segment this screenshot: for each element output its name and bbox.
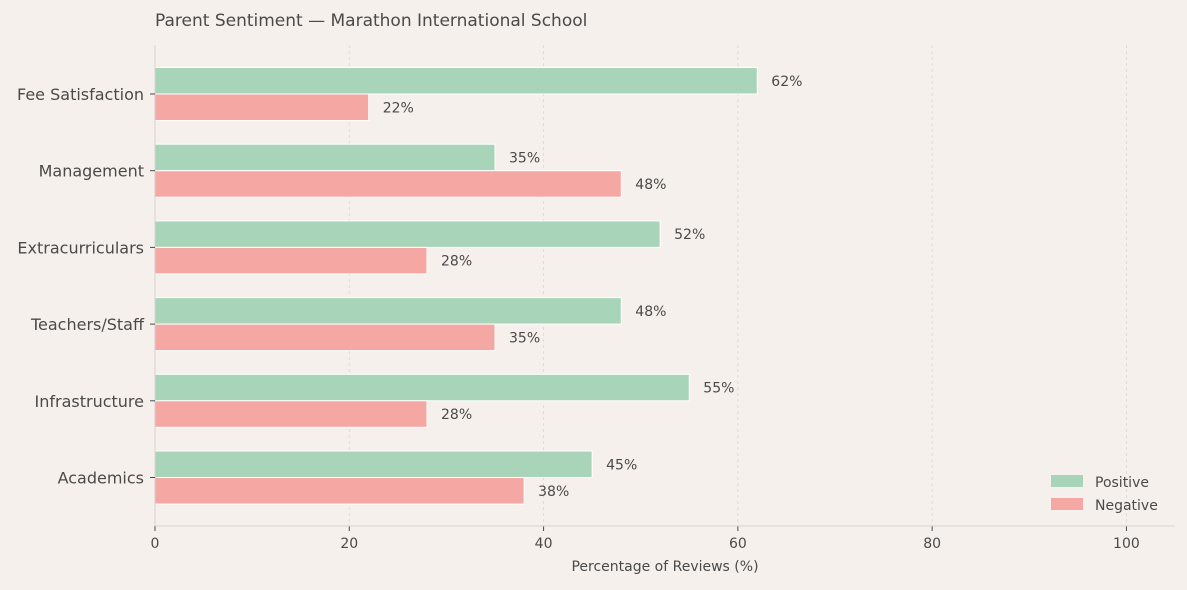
bar-negative (154, 477, 525, 505)
y-tick-label: Teachers/Staff (30, 315, 145, 334)
x-tick-label: 100 (1113, 536, 1140, 552)
bar-negative (154, 400, 428, 428)
legend-label-negative: Negative (1095, 498, 1158, 514)
legend-swatch-negative (1051, 498, 1083, 510)
data-label: 48% (635, 304, 666, 320)
bar-positive (154, 373, 690, 402)
y-axis: Fee Satisfaction Management Extracurricula… (17, 45, 156, 526)
bar-positive (154, 143, 496, 172)
data-label: 28% (441, 407, 472, 423)
bars: 62% 22% 35% 48% 52% 28% 48% 35% 55% 28% 45% 38% (154, 67, 802, 505)
y-tick-label: Extracurriculars (17, 238, 144, 257)
legend-swatch-positive (1051, 475, 1083, 487)
y-tick-label: Infrastructure (35, 392, 144, 411)
data-label: 48% (635, 177, 666, 193)
data-label: 35% (509, 150, 540, 166)
data-label: 28% (441, 254, 472, 270)
data-label: 35% (509, 330, 540, 346)
data-label: 52% (674, 227, 705, 243)
x-tick-label: 60 (729, 536, 747, 552)
data-label: 22% (383, 100, 414, 116)
x-tick-label: 80 (923, 536, 941, 552)
data-label: 45% (606, 457, 637, 473)
bar-negative (154, 170, 622, 198)
y-tick-label: Management (39, 162, 144, 181)
grid (348, 45, 1127, 526)
y-tick-label: Academics (58, 469, 144, 488)
x-tick-label: 20 (340, 536, 358, 552)
data-label: 38% (538, 484, 569, 500)
y-tick-label: Fee Satisfaction (17, 85, 144, 104)
bar-positive (154, 220, 661, 248)
bar-negative (154, 93, 370, 121)
legend-label-positive: Positive (1095, 475, 1149, 491)
legend: Positive Negative (1051, 475, 1158, 514)
bar-positive (154, 450, 593, 478)
data-label: 55% (703, 381, 734, 397)
x-tick-label: 0 (151, 536, 160, 552)
x-tick-label: 40 (535, 536, 553, 552)
bar-negative (154, 323, 496, 352)
bar-positive (154, 67, 758, 95)
data-label: 62% (771, 74, 802, 90)
bar-negative (154, 246, 428, 275)
chart-title: Parent Sentiment — Marathon Internationa… (155, 11, 587, 31)
x-axis-label: Percentage of Reviews (%) (571, 559, 758, 575)
bar-positive (154, 297, 622, 325)
x-axis: 0 20 40 60 80 100 (151, 525, 1175, 552)
